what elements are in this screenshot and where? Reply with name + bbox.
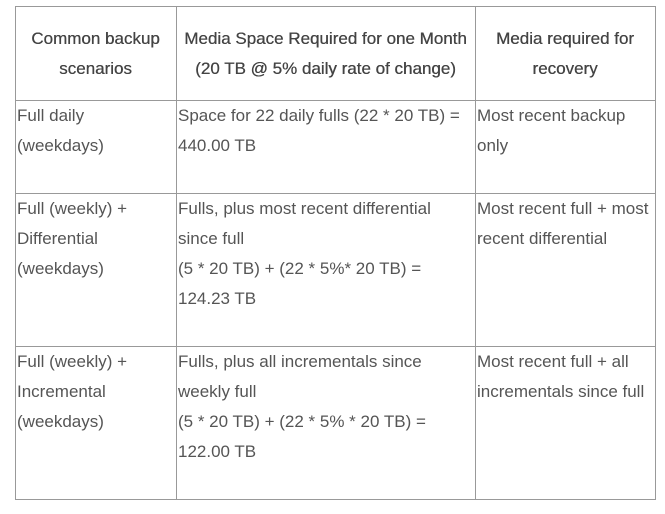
scenario-line: Full (weekly) + Differential (weekdays) (17, 199, 128, 278)
cell-space: Fulls, plus all incrementals since weekl… (176, 346, 476, 500)
cell-recovery: Most recent full + all incrementals sinc… (475, 346, 656, 500)
cell-space: Space for 22 daily fulls (22 * 20 TB) = … (176, 100, 476, 194)
space-line: Space for 22 daily fulls (22 * 20 TB) = … (178, 106, 460, 155)
scenario-line: Full daily (17, 106, 85, 125)
recovery-line: Most recent full + most recent different… (477, 199, 649, 248)
cell-recovery: Most recent backup only (475, 100, 656, 194)
header-scenarios: Common backup scenarios (15, 6, 177, 101)
backup-scenarios-table: Common backup scenarios Media Space Requ… (15, 6, 656, 500)
cell-scenario: Full (weekly) + Differential (weekdays) (15, 193, 177, 347)
space-line: Fulls, plus most recent differential sin… (178, 199, 431, 248)
cell-scenario: Full daily (weekdays) (15, 100, 177, 194)
recovery-line: Most recent full + all incrementals sinc… (477, 352, 645, 401)
header-media-space: Media Space Required for one Month (20 T… (176, 6, 476, 101)
header-media-recovery: Media required for recovery (475, 6, 656, 101)
space-line: Fulls, plus all incrementals since weekl… (178, 352, 422, 401)
table-row: Full (weekly) + Differential (weekdays) … (15, 193, 656, 347)
space-line: (5 * 20 TB) + (22 * 5%* 20 TB) = 124.23 … (178, 259, 422, 308)
header-row: Common backup scenarios Media Space Requ… (15, 6, 656, 101)
table-row: Full daily (weekdays) Space for 22 daily … (15, 100, 656, 194)
cell-scenario: Full (weekly) + Incremental (weekdays) (15, 346, 177, 500)
cell-recovery: Most recent full + most recent different… (475, 193, 656, 347)
scenario-line: Full (weekly) + Incremental (weekdays) (17, 352, 128, 431)
table-row: Full (weekly) + Incremental (weekdays) F… (15, 346, 656, 500)
cell-space: Fulls, plus most recent differential sin… (176, 193, 476, 347)
space-line: (5 * 20 TB) + (22 * 5% * 20 TB) = 122.00… (178, 412, 426, 461)
recovery-line: Most recent backup only (477, 106, 626, 155)
scenario-line: (weekdays) (17, 136, 104, 155)
